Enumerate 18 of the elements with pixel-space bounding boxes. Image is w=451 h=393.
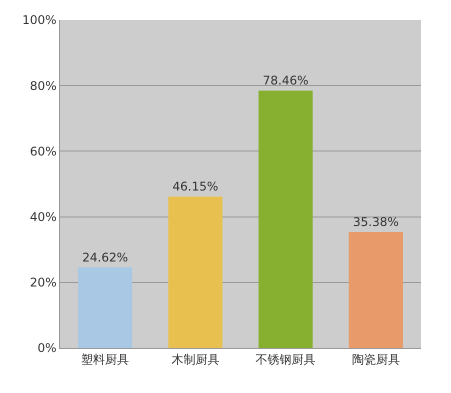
data-label: 78.46% <box>262 74 309 88</box>
data-label: 24.62% <box>82 250 128 264</box>
bar <box>258 90 313 348</box>
data-label: 46.15% <box>172 180 218 194</box>
data-label: 35.38% <box>352 214 399 229</box>
y-tick-label: 20% <box>30 276 57 290</box>
x-tick-label: 塑料厨具 <box>81 352 130 366</box>
x-tick-label: 木制厨具 <box>171 352 220 366</box>
y-tick-label: 40% <box>30 210 57 224</box>
bar <box>168 196 222 348</box>
y-tick-label: 80% <box>30 78 57 93</box>
bar <box>348 232 403 348</box>
x-tick-label: 陶瓷厨具 <box>352 352 400 366</box>
x-tick-label: 不锈钢厨具 <box>256 352 316 366</box>
y-tick-label: 100% <box>22 13 57 28</box>
bar <box>78 267 132 348</box>
y-tick-label: 60% <box>30 144 57 158</box>
y-tick-label: 0% <box>38 341 57 356</box>
